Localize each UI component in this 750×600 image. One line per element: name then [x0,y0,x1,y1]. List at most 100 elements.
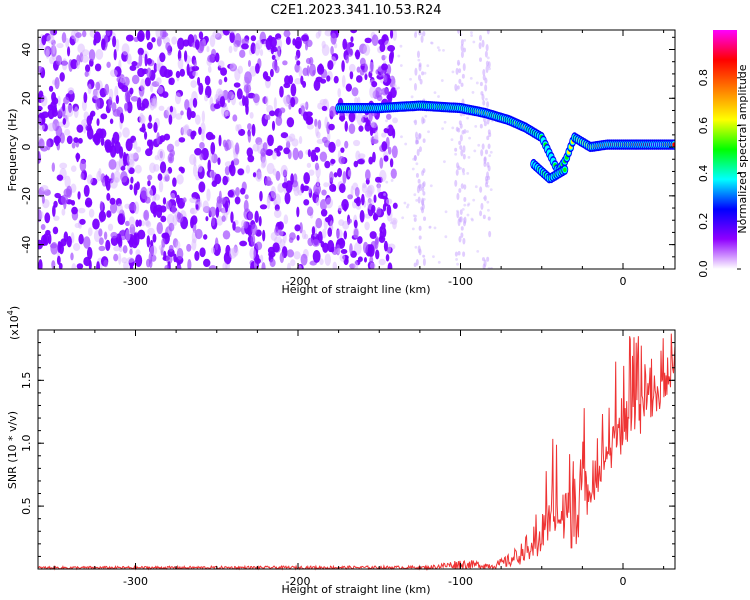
spectrogram-ytick-label: 20 [20,91,33,105]
spectrogram-noise-cell [291,138,299,147]
spectrogram-noise-cell [364,62,368,75]
spectrogram-noise-cell [278,111,282,119]
spectrogram-noise-cell [118,252,122,265]
spectrogram-faint-cell [424,114,428,118]
spectrogram-noise-cell [184,99,190,111]
spectrogram-streak-cell [457,127,461,133]
spectrogram-noise-cell [349,70,354,80]
colorbar-tick-label: 0.0 [697,260,710,278]
spectrogram-noise-cell [282,95,290,105]
spectrogram-noise-cell [251,223,258,236]
spectrogram-noise-cell [169,105,174,113]
spectrogram-streak-cell [486,117,490,125]
spectrogram-streak-cell [486,101,490,108]
colorbar-ticks: 0.0 0.2 0.4 0.6 0.8 [697,69,741,278]
spectrogram-streak-cell [418,248,422,256]
spectrogram-faint-cell [451,70,455,74]
spectrogram-noise-cell [234,142,240,155]
spectrogram-xtick-label: -300 [123,275,148,288]
spectrogram-faint-cell [466,172,470,175]
spectrogram-noise-cell [233,82,241,88]
spectrogram-noise-cell [174,140,180,147]
spectrogram-noise-cell [40,211,44,219]
spectrogram-streak-cell [458,78,462,84]
spectrogram-noise-cell [137,47,144,56]
spectrogram-noise-cell [348,63,356,73]
spectrogram-faint-cell [471,91,475,94]
spectrogram-noise-cell [190,111,196,119]
spectrogram-noise-cell [369,256,374,265]
spectrogram-noise-cell [324,30,333,37]
spectrogram-noise-cell [76,263,84,269]
spectrogram-noise-cell [214,52,220,63]
spectrogram-streak-cell [486,135,490,141]
spectrogram-noise-cell [385,254,390,262]
spectrogram-faint-cell [386,126,389,129]
spectrogram-noise-cell [66,46,71,57]
spectrogram-noise-cell [265,148,274,156]
spectrogram-noise-cell [270,185,277,199]
spectrogram-noise-cell [157,56,161,68]
spectrogram-noise-cell [66,185,73,198]
spectrogram-noise-cell [327,60,334,71]
spectrogram-noise-cell [148,114,152,123]
spectrogram-noise-cell [189,153,197,166]
spectrogram-noise-cell [106,210,112,218]
figure-title: C2E1.2023.341.10.53.R24 [270,3,441,18]
spectrogram-noise-cell [247,59,251,68]
spectrogram-streak-cell [483,157,487,164]
spectrogram-noise-cell [139,127,146,133]
spectrogram-noise-cell [104,83,110,96]
spectrogram-noise-cell [283,30,291,38]
spectrogram-noise-cell [55,125,63,138]
spectrogram-noise-cell [315,196,320,206]
spectrogram-noise-cell [77,191,81,200]
spectrogram-streak-cell [484,77,488,84]
spectrogram-noise-cell [368,61,375,74]
spectrogram-noise-cell [321,189,327,196]
spectrogram-noise-cell [56,121,65,128]
spectrogram-noise-cell [186,243,192,252]
spectrogram-noise-cell [183,50,188,62]
spectrogram-noise-cell [146,67,152,78]
spectrogram-faint-cell [467,155,471,159]
spectrogram-noise-cell [272,168,277,176]
spectrogram-noise-cell [171,36,178,45]
spectrogram-faint-cell [468,136,471,140]
spectrogram-streak-cell [462,47,466,53]
spectrogram-noise-cell [359,69,365,76]
spectrogram-noise-cell [296,234,300,241]
spectrogram-streak-cell [484,175,488,182]
spectrogram-noise-cell [270,46,279,53]
spectrogram-noise-cell [49,243,57,249]
spectrogram-noise-cell [168,244,174,252]
spectrogram-noise-cell [169,149,175,157]
spectrogram-noise-cell [109,202,118,214]
spectrogram-streak-cell [462,145,466,153]
spectrogram-noise-cell [87,83,92,95]
spectrogram-noise-cell [364,221,370,231]
spectrogram-noise-cell [92,89,99,100]
spectrogram-streak-cell [479,81,483,87]
spectrogram-noise-cell [63,96,70,105]
spectrogram-frame [37,29,676,270]
ridge-cell-core [672,142,675,147]
spectrogram-noise-cell [323,182,329,188]
spectrogram-noise-cell [38,105,43,112]
spectrogram-noise-cell [100,38,106,51]
spectrogram-noise-cell [56,174,64,181]
spectrogram-noise-cell [385,113,392,120]
spectrogram-noise-cell [364,169,371,181]
spectrogram-faint-cell [451,126,455,130]
spectrogram-noise-cell [176,211,181,220]
spectrogram-noise-cell [203,234,208,240]
spectrogram-faint-cell [427,130,430,134]
spectrogram-noise-cell [319,151,328,162]
spectrogram-noise-cell [58,262,63,269]
spectrogram-noise-cell [371,34,379,46]
spectrogram-faint-cell [486,184,490,188]
spectrogram-noise-cell [79,159,87,172]
spectrogram-noise-cell [330,32,337,45]
spectrogram-noise-cell [294,54,298,61]
